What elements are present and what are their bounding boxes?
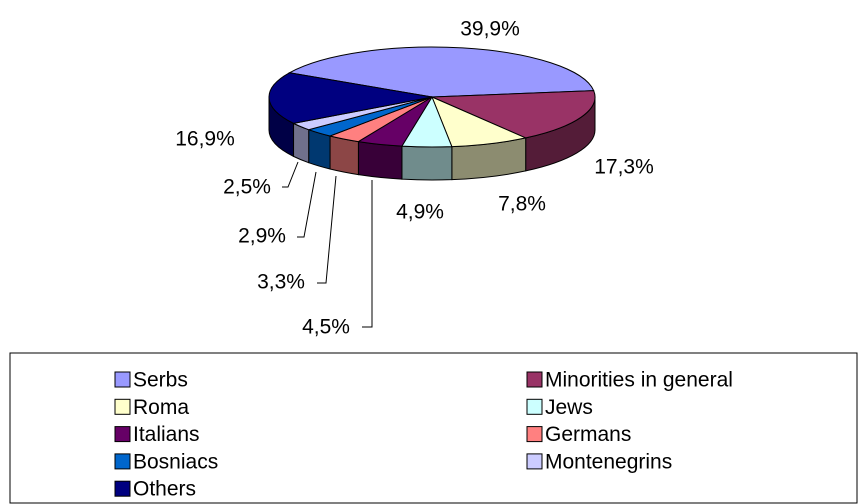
pie-side: [401, 145, 453, 181]
data-label: 4,9%: [396, 201, 444, 224]
data-label: 16,9%: [175, 128, 235, 151]
legend-label: Minorities in general: [545, 369, 733, 392]
pie-side: [329, 135, 359, 176]
legend-swatch: [114, 426, 131, 443]
data-label: 2,5%: [223, 176, 271, 199]
legend-swatch: [114, 480, 131, 497]
legend-swatch: [114, 453, 131, 470]
data-label: 39,9%: [460, 18, 520, 41]
pie-slice: [268, 72, 433, 124]
leader-line: [297, 171, 317, 238]
data-label: 17,3%: [594, 156, 654, 179]
legend-label: Others: [133, 478, 196, 501]
legend-label: Jews: [545, 396, 593, 419]
legend-label: Germans: [545, 423, 631, 446]
leader-line: [362, 180, 373, 328]
pie-slice: [287, 46, 595, 98]
legend-label: Roma: [133, 396, 189, 419]
legend-box: [9, 352, 858, 504]
legend-label: Italians: [133, 423, 200, 446]
legend-label: Bosniacs: [133, 450, 218, 473]
leader-line: [317, 175, 337, 284]
data-label: 3,3%: [257, 271, 305, 294]
data-label: 7,8%: [498, 193, 546, 216]
leader-line: [282, 161, 299, 188]
legend-swatch: [526, 398, 543, 415]
pie-slice: [431, 90, 596, 139]
pie-side: [357, 141, 403, 180]
legend-swatch: [114, 398, 131, 415]
legend-label: Serbs: [133, 369, 188, 392]
legend-swatch: [114, 371, 131, 388]
legend-swatch: [526, 453, 543, 470]
legend-swatch: [526, 371, 543, 388]
legend-label: Montenegrins: [545, 450, 672, 473]
legend-swatch: [526, 426, 543, 443]
data-label: 2,9%: [238, 225, 286, 248]
data-label: 4,5%: [302, 316, 350, 339]
